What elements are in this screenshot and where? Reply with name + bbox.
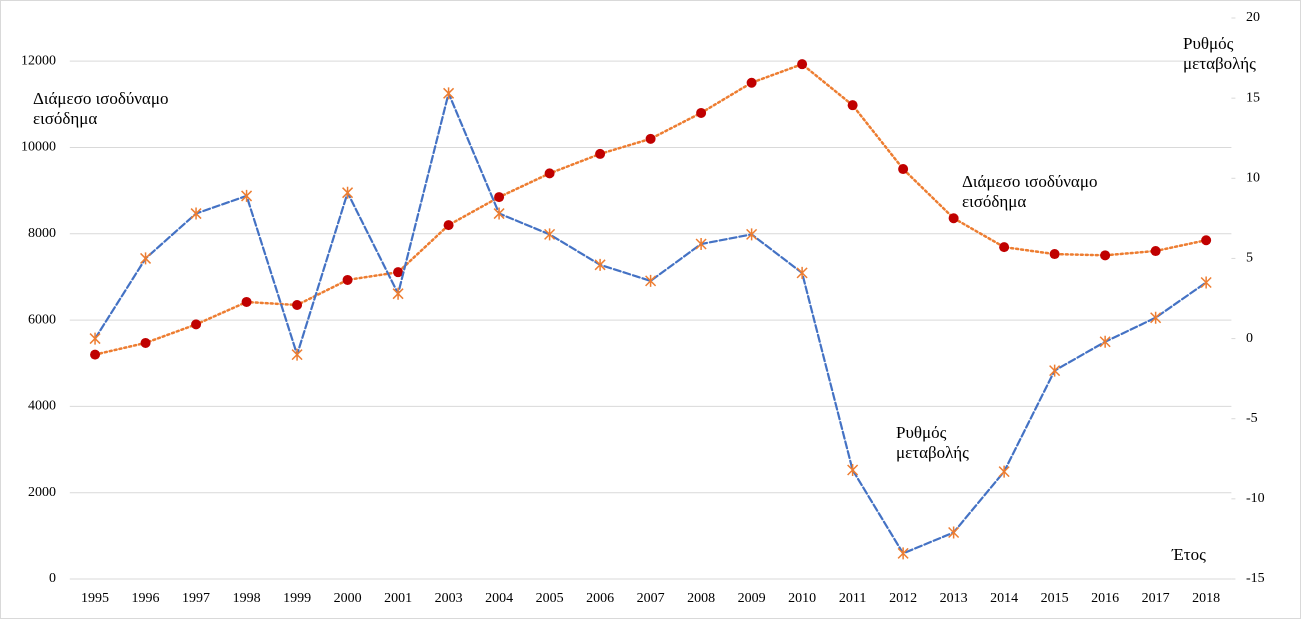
data-point xyxy=(847,464,859,477)
annotation: Ρυθμός xyxy=(896,423,947,442)
data-point xyxy=(595,148,606,159)
data-point xyxy=(292,299,303,310)
x-tick-label: 2014 xyxy=(990,591,1018,606)
data-point xyxy=(746,77,757,88)
data-point xyxy=(645,133,656,144)
data-point xyxy=(1099,335,1111,348)
x-tick-label: 2001 xyxy=(384,591,412,606)
data-point xyxy=(493,207,505,220)
data-point xyxy=(797,59,808,70)
data-point xyxy=(999,242,1010,253)
y2-tick-label: 15 xyxy=(1246,90,1260,105)
data-point xyxy=(847,100,858,111)
x-tick-label: 2012 xyxy=(889,591,917,606)
data-point xyxy=(1049,364,1061,377)
x-tick-label: 2000 xyxy=(334,591,362,606)
data-point xyxy=(1150,246,1161,257)
data-point xyxy=(1201,235,1212,246)
data-point xyxy=(544,168,555,179)
x-tick-label: 2004 xyxy=(485,591,513,606)
data-point xyxy=(393,267,404,278)
x-tick-label: 2005 xyxy=(536,591,564,606)
data-point xyxy=(90,349,101,360)
data-point xyxy=(1100,250,1111,261)
x-tick-label: 2010 xyxy=(788,591,816,606)
data-point xyxy=(796,266,808,279)
data-point xyxy=(696,107,707,118)
data-point xyxy=(897,547,909,560)
x-tick-label: 2017 xyxy=(1142,591,1170,606)
y-tick-label: 2000 xyxy=(28,485,56,500)
data-point xyxy=(443,220,454,231)
y-tick-label: 6000 xyxy=(28,312,56,327)
x-tick-label: 2003 xyxy=(435,591,463,606)
data-point xyxy=(89,332,101,345)
x-tick-label: 2009 xyxy=(738,591,766,606)
data-point xyxy=(443,87,455,100)
data-point xyxy=(342,274,353,285)
series-line xyxy=(93,89,1208,555)
data-point xyxy=(342,186,354,199)
x-tick-label: 2008 xyxy=(687,591,715,606)
x-tick-label: 2016 xyxy=(1091,591,1119,606)
x-tick-label: 1997 xyxy=(182,591,210,606)
y2-tick-label: -10 xyxy=(1246,491,1265,506)
y-tick-label: 0 xyxy=(49,571,56,586)
y2-tick-label: 0 xyxy=(1246,331,1253,346)
data-point xyxy=(241,296,252,307)
data-point xyxy=(898,164,909,175)
x-tick-label: 1998 xyxy=(233,591,261,606)
data-point xyxy=(1200,276,1212,289)
data-point xyxy=(1150,311,1162,324)
series-line xyxy=(93,62,1208,356)
data-point xyxy=(645,274,657,287)
annotation: Διάμεσο ισοδύναμο xyxy=(33,89,168,108)
x-tick-label: 2011 xyxy=(839,591,866,606)
annotation: εισόδημα xyxy=(962,192,1026,211)
y-tick-label: 4000 xyxy=(28,399,56,414)
y-tick-label: 8000 xyxy=(28,226,56,241)
annotation: μεταβολής xyxy=(896,443,969,462)
data-point xyxy=(392,287,404,300)
x-tick-label: 1996 xyxy=(132,591,160,606)
x-tick-label: 1995 xyxy=(81,591,109,606)
data-point xyxy=(241,189,253,202)
annotation: Διάμεσο ισοδύναμο xyxy=(962,172,1097,191)
annotation: εισόδημα xyxy=(33,109,97,128)
data-point xyxy=(140,337,151,348)
data-point xyxy=(140,252,152,265)
x-tick-label: 2015 xyxy=(1041,591,1069,606)
y2-tick-label: -15 xyxy=(1246,571,1265,586)
data-point xyxy=(594,258,606,271)
data-point xyxy=(998,465,1010,478)
y-tick-label: 10000 xyxy=(21,140,56,155)
y2-tick-label: 10 xyxy=(1246,171,1260,186)
data-point xyxy=(191,319,202,330)
y2-tick-label: 20 xyxy=(1246,10,1260,25)
y2-tick-label: -5 xyxy=(1246,411,1258,426)
x-tick-label: 1999 xyxy=(283,591,311,606)
data-point xyxy=(544,228,556,241)
data-point xyxy=(948,213,959,224)
y-tick-label: 12000 xyxy=(21,53,56,68)
data-point xyxy=(695,238,707,251)
x-tick-label: 2018 xyxy=(1192,591,1220,606)
data-point xyxy=(494,192,505,203)
x-tick-label: 2007 xyxy=(637,591,665,606)
y2-tick-label: 5 xyxy=(1246,251,1253,266)
data-point xyxy=(291,348,303,361)
data-point xyxy=(948,526,960,539)
data-point xyxy=(746,228,758,241)
data-point xyxy=(1049,249,1060,260)
annotation: Έτος xyxy=(1171,545,1206,564)
x-tick-label: 2006 xyxy=(586,591,614,606)
annotation: μεταβολής xyxy=(1183,54,1256,73)
x-tick-label: 2013 xyxy=(940,591,968,606)
annotation: Ρυθμός xyxy=(1183,34,1234,53)
data-point xyxy=(190,207,202,220)
